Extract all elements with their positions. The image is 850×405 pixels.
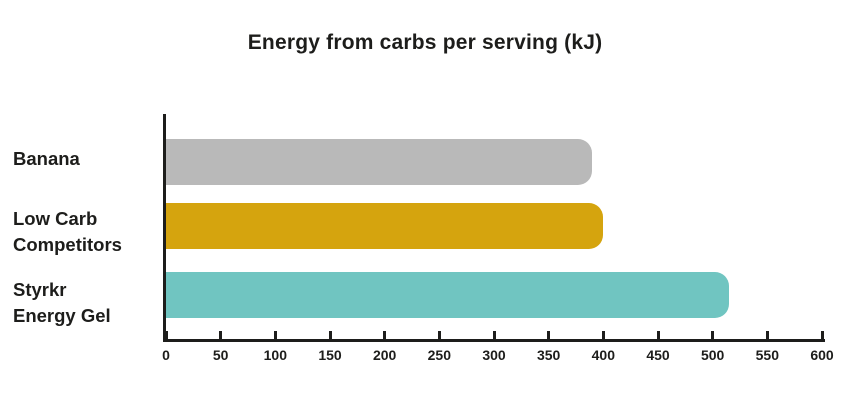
x-tick-mark: [219, 331, 223, 340]
bar-low-carb-competitors: [166, 203, 603, 249]
x-tick-mark: [492, 331, 496, 340]
category-label-line: Energy Gel: [13, 305, 111, 326]
x-tick-label: 50: [212, 347, 229, 363]
category-label-low-carb-competitors: Low Carb Competitors: [13, 206, 122, 258]
y-axis-line: [163, 114, 166, 342]
category-label-styrkr-energy-gel: Styrkr Energy Gel: [13, 277, 111, 329]
x-tick-mark: [273, 331, 277, 340]
category-label-line: Competitors: [13, 234, 122, 255]
chart-title: Energy from carbs per serving (kJ): [247, 31, 603, 54]
x-tick-label: 300: [482, 347, 506, 363]
x-tick-mark: [164, 331, 168, 340]
x-tick-label: 200: [372, 347, 397, 363]
x-tick-label: 550: [755, 347, 779, 363]
x-tick-mark: [656, 331, 660, 340]
x-tick-mark: [328, 331, 332, 340]
x-tick-mark: [383, 331, 387, 340]
x-tick-mark: [601, 331, 605, 340]
category-label-line: Styrkr: [13, 279, 67, 300]
x-tick-label: 100: [263, 347, 287, 363]
x-tick-label: 450: [646, 347, 670, 363]
x-tick-mark: [711, 331, 715, 340]
x-tick-label: 250: [427, 347, 451, 363]
bar-banana: [166, 139, 592, 185]
x-tick-mark: [820, 331, 824, 340]
x-tick-mark: [547, 331, 551, 340]
x-tick-mark: [765, 331, 769, 340]
x-tick-label: 600: [810, 347, 834, 363]
x-tick-label: 400: [591, 347, 615, 363]
x-tick-label: 500: [700, 347, 725, 363]
bar-styrkr-energy-gel: [166, 272, 729, 318]
category-label-banana: Banana: [13, 146, 80, 172]
x-tick-label: 350: [536, 347, 561, 363]
x-axis-line: [163, 339, 825, 342]
category-label-line: Banana: [13, 148, 80, 169]
x-tick-label: 0: [162, 347, 170, 363]
category-label-line: Low Carb: [13, 208, 98, 229]
x-tick-mark: [437, 331, 441, 340]
x-tick-label: 150: [318, 347, 342, 363]
